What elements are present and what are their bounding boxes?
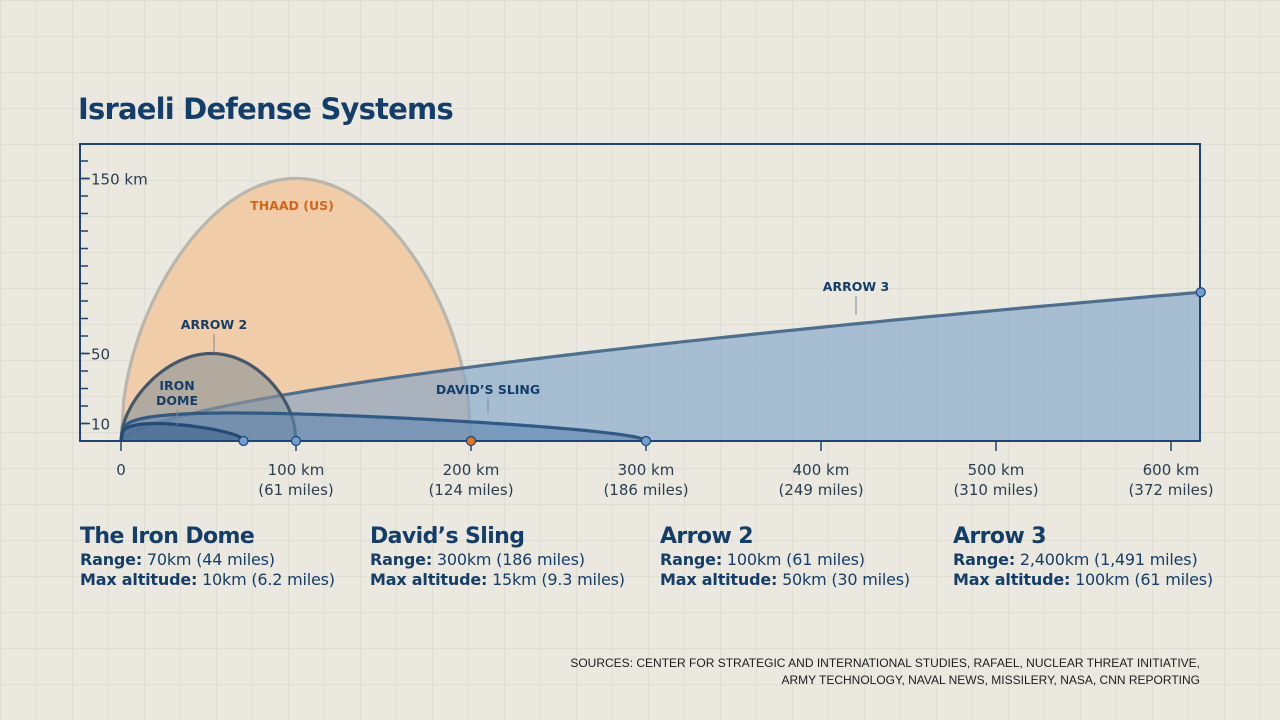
system-name: David’s Sling bbox=[370, 524, 525, 549]
x-tick-label: 100 km bbox=[268, 461, 325, 479]
series-label: ARROW 2 bbox=[181, 317, 247, 332]
x-tick-sublabel: (124 miles) bbox=[428, 481, 513, 499]
series-label: DAVID’S SLING bbox=[436, 382, 540, 397]
system-name: The Iron Dome bbox=[80, 524, 255, 549]
x-tick-label: 200 km bbox=[443, 461, 500, 479]
altitude-label: Max altitude: bbox=[660, 570, 778, 589]
y-tick-label: 10 bbox=[91, 416, 110, 434]
altitude-value: 10km (6.2 miles) bbox=[202, 570, 335, 589]
system-name: Arrow 3 bbox=[953, 524, 1047, 549]
range-marker bbox=[465, 435, 477, 447]
david-s-sling-area bbox=[121, 413, 646, 441]
altitude-value: 15km (9.3 miles) bbox=[492, 570, 625, 589]
altitude-value: 100km (61 miles) bbox=[1075, 570, 1213, 589]
info-arrow-3: Arrow 3 Range: 2,400km (1,491 miles) Max… bbox=[953, 524, 1213, 589]
arrow-3-arc bbox=[120, 290, 1201, 443]
altitude-label: Max altitude: bbox=[80, 570, 198, 589]
series-label: THAAD (US) bbox=[250, 198, 334, 213]
x-tick-sublabel: (249 miles) bbox=[778, 481, 863, 499]
page-title: Israeli Defense Systems bbox=[78, 92, 454, 126]
sources-line: ARMY TECHNOLOGY, NAVAL NEWS, MISSILERY, … bbox=[781, 673, 1200, 687]
x-tick-sublabel: (61 miles) bbox=[258, 481, 334, 499]
series-label: ARROW 3 bbox=[823, 279, 889, 294]
arrow-3-area bbox=[121, 292, 1201, 441]
range-marker bbox=[640, 435, 652, 447]
range-value: 2,400km (1,491 miles) bbox=[1019, 550, 1198, 569]
range-label: Range: bbox=[80, 550, 143, 569]
range-value: 300km (186 miles) bbox=[436, 550, 585, 569]
x-tick-label: 300 km bbox=[618, 461, 675, 479]
sources-line: SOURCES: CENTER FOR STRATEGIC AND INTERN… bbox=[570, 656, 1200, 670]
y-tick-label: 50 bbox=[91, 346, 110, 364]
range-marker bbox=[1195, 287, 1206, 298]
series-label: IRON bbox=[159, 378, 194, 393]
david-s-sling-arc bbox=[119, 411, 647, 443]
range-marker bbox=[238, 435, 249, 447]
info-iron-dome: The Iron Dome Range: 70km (44 miles) Max… bbox=[80, 524, 335, 589]
altitude-value: 50km (30 miles) bbox=[782, 570, 910, 589]
altitude-label: Max altitude: bbox=[953, 570, 1071, 589]
iron-dome-area bbox=[121, 423, 244, 441]
y-tick-label: 150 km bbox=[91, 171, 148, 189]
range-label: Range: bbox=[953, 550, 1016, 569]
x-tick-label: 500 km bbox=[968, 461, 1025, 479]
range-value: 100km (61 miles) bbox=[726, 550, 865, 569]
series-label: DOME bbox=[156, 393, 198, 408]
system-name: Arrow 2 bbox=[660, 524, 754, 549]
altitude-label: Max altitude: bbox=[370, 570, 488, 589]
info-davids-sling: David’s Sling Range: 300km (186 miles) M… bbox=[370, 524, 625, 589]
x-tick-label: 600 km bbox=[1143, 461, 1200, 479]
x-tick-sublabel: (186 miles) bbox=[603, 481, 688, 499]
sources: SOURCES: CENTER FOR STRATEGIC AND INTERN… bbox=[570, 655, 1200, 689]
thaad-us--arc bbox=[119, 176, 473, 442]
range-marker bbox=[290, 435, 302, 447]
range-label: Range: bbox=[370, 550, 433, 569]
x-tick-sublabel: (310 miles) bbox=[953, 481, 1038, 499]
range-value: 70km (44 miles) bbox=[146, 550, 275, 569]
range-label: Range: bbox=[660, 550, 723, 569]
arrow-2-arc bbox=[119, 351, 298, 442]
iron-dome-arc bbox=[119, 421, 245, 442]
x-tick-label: 0 bbox=[116, 461, 126, 479]
x-tick-sublabel: (372 miles) bbox=[1128, 481, 1213, 499]
info-arrow-2: Arrow 2 Range: 100km (61 miles) Max alti… bbox=[660, 524, 910, 589]
x-tick-label: 400 km bbox=[793, 461, 850, 479]
